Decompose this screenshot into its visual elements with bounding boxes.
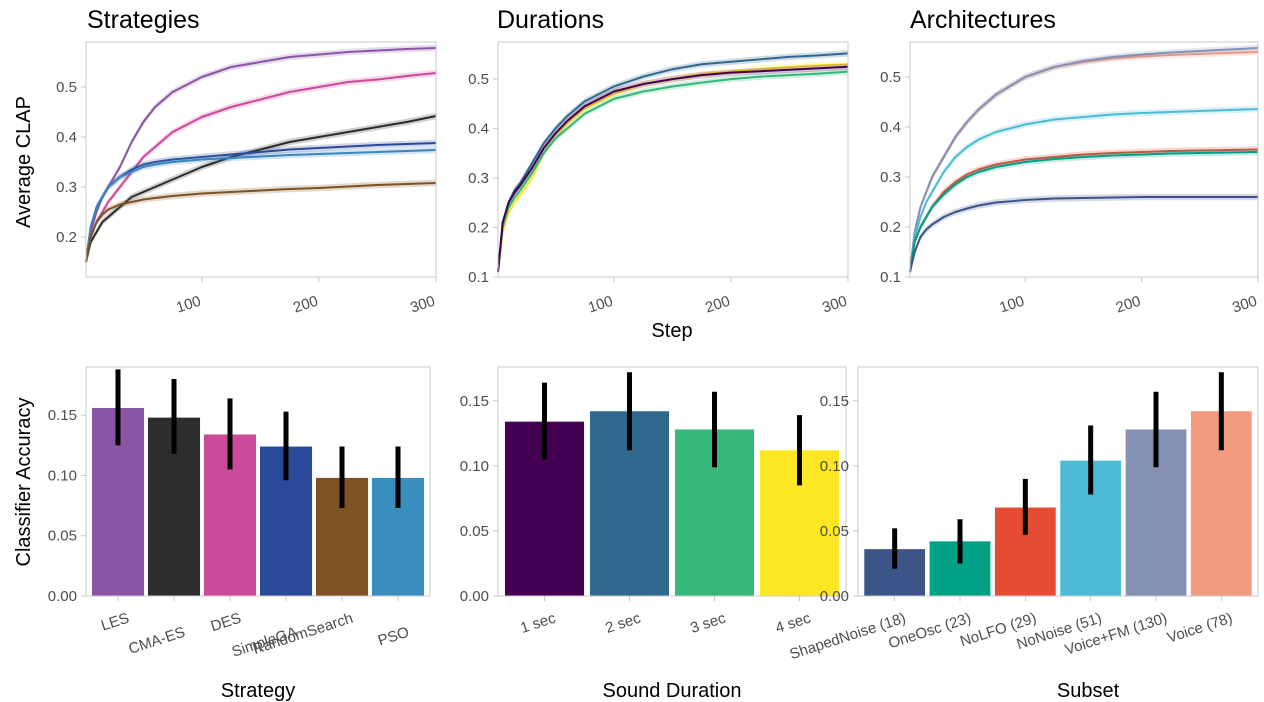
category-label-2: CMA-ES bbox=[126, 624, 187, 658]
y-tick-label: 0.15 bbox=[820, 393, 849, 410]
series-line-6 bbox=[85, 182, 437, 263]
title-durations: Durations bbox=[497, 6, 604, 34]
y-tick-label: 0.5 bbox=[468, 71, 489, 88]
series-band-6 bbox=[910, 193, 1258, 276]
plot-frame bbox=[85, 366, 431, 597]
series-line-1 bbox=[909, 51, 1259, 273]
plot-frame bbox=[85, 41, 437, 278]
title-architectures: Architectures bbox=[910, 6, 1056, 34]
y-tick-label: 0.10 bbox=[460, 458, 489, 475]
plot-frame bbox=[497, 41, 849, 278]
series-band-1 bbox=[910, 48, 1258, 276]
line-panel-1: 0.2 0.3 0.4 0.5 100 200 300 bbox=[56, 41, 437, 317]
y-tick-label: 0.00 bbox=[820, 588, 849, 605]
series-line-3 bbox=[909, 108, 1259, 273]
series-line-5 bbox=[909, 151, 1259, 273]
y-tick-label: 0.05 bbox=[820, 523, 849, 540]
y-tick-label: 0.05 bbox=[460, 523, 489, 540]
y-tick-label: 0.4 bbox=[880, 119, 901, 136]
x-tick-label: 100 bbox=[997, 293, 1026, 317]
y-tick-label: 0.2 bbox=[56, 229, 77, 246]
y-tick-label: 0.15 bbox=[48, 407, 77, 424]
y-tick-label: 0.5 bbox=[880, 69, 901, 86]
series-line-3 bbox=[85, 115, 437, 263]
x-tick-label: 200 bbox=[1114, 293, 1143, 317]
y-tick-label: 0.1 bbox=[880, 269, 901, 286]
title-strategies: Strategies bbox=[87, 6, 200, 34]
series-line-1 bbox=[497, 63, 849, 273]
xlabel-step: Step bbox=[651, 320, 692, 342]
series-band-3 bbox=[86, 112, 436, 266]
series-line-2 bbox=[497, 70, 849, 273]
y-tick-label: 0.00 bbox=[460, 588, 489, 605]
series-line-2 bbox=[909, 47, 1259, 273]
y-tick-label: 0.10 bbox=[48, 467, 77, 484]
y-tick-label: 0.10 bbox=[820, 458, 849, 475]
plot-frame bbox=[909, 41, 1259, 278]
bar-panel-1: 0.000.050.100.15LESCMA-ESDESSimpleGARand… bbox=[48, 366, 431, 661]
plot-frame bbox=[857, 366, 1259, 597]
series-band-4 bbox=[498, 63, 848, 276]
category-label-2: 2 sec bbox=[603, 609, 643, 636]
series-band-1 bbox=[498, 61, 848, 276]
y-tick-label: 0.1 bbox=[468, 269, 489, 286]
x-tick-label: 300 bbox=[408, 293, 437, 317]
y-tick-label: 0.2 bbox=[880, 219, 901, 236]
y-tick-label: 0.15 bbox=[460, 393, 489, 410]
series-line-4 bbox=[497, 65, 849, 273]
category-label-6: PSO bbox=[376, 624, 411, 650]
y-tick-label: 0.05 bbox=[48, 528, 77, 545]
xlabel-sound-duration: Sound Duration bbox=[603, 680, 742, 702]
y-tick-label: 0.2 bbox=[468, 220, 489, 237]
category-label-3: DES bbox=[209, 610, 244, 636]
category-label-3: 3 sec bbox=[688, 609, 728, 636]
y-tick-label: 0.4 bbox=[468, 121, 489, 138]
bar-panel-2: 0.00 0.05 0.10 0.15 1 sec 2 sec 3 sec 4 sec bbox=[460, 366, 847, 637]
xlabel-strategy: Strategy bbox=[221, 680, 295, 702]
category-label-6: Voice (78) bbox=[1165, 610, 1234, 647]
x-tick-label: 100 bbox=[586, 293, 615, 317]
x-tick-label: 200 bbox=[703, 293, 732, 317]
line-panel-3: 0.1 0.2 0.3 0.4 0.5 100 200 300 bbox=[880, 41, 1259, 317]
y-tick-label: 0.3 bbox=[468, 170, 489, 187]
y-tick-label: 0.4 bbox=[56, 129, 77, 146]
ylabel-accuracy: Classifier Accuracy bbox=[13, 398, 35, 567]
xlabel-subset: Subset bbox=[1057, 680, 1120, 702]
x-tick-label: 300 bbox=[1230, 293, 1259, 317]
y-tick-label: 0.3 bbox=[880, 169, 901, 186]
y-tick-label: 0.5 bbox=[56, 79, 77, 96]
plot-panels: 0.2 0.3 0.4 0.5 100 200 300 0.1 0.2 0.3 0.4 0.5 100 2… bbox=[48, 41, 1259, 663]
category-label-4: 4 sec bbox=[773, 609, 813, 636]
category-label-1: 1 sec bbox=[518, 609, 558, 636]
plot-frame bbox=[497, 366, 847, 597]
line-panel-2: 0.1 0.2 0.3 0.4 0.5 100 200 300 bbox=[468, 41, 849, 317]
x-tick-label: 100 bbox=[174, 293, 203, 317]
x-tick-label: 200 bbox=[291, 293, 320, 317]
category-label-1: LES bbox=[99, 610, 131, 635]
series-line-5 bbox=[85, 149, 437, 263]
ylabel-clap: Average CLAP bbox=[13, 96, 35, 228]
x-tick-label: 300 bbox=[820, 293, 849, 317]
series-line-2 bbox=[85, 72, 437, 263]
y-tick-label: 0.3 bbox=[56, 179, 77, 196]
series-line-3 bbox=[497, 52, 849, 273]
y-tick-label: 0.00 bbox=[48, 588, 77, 605]
series-band-2 bbox=[498, 68, 848, 276]
series-line-6 bbox=[909, 196, 1258, 273]
